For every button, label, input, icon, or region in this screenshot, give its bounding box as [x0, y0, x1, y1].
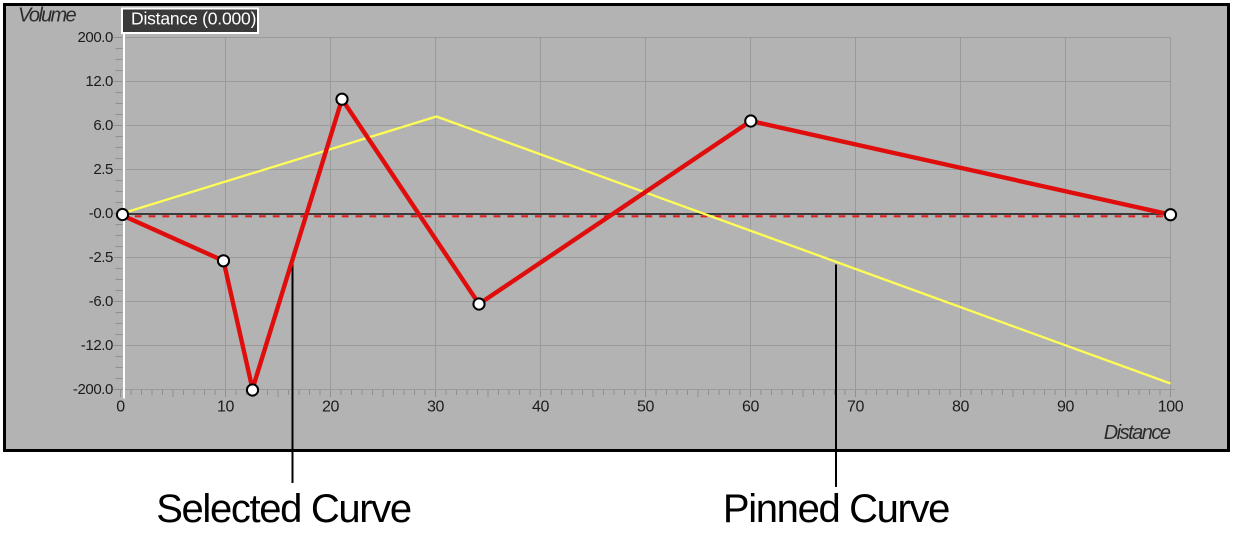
- svg-text:-12.0: -12.0: [81, 337, 113, 354]
- svg-text:-6.0: -6.0: [89, 293, 113, 310]
- svg-text:80: 80: [952, 399, 969, 416]
- svg-text:20: 20: [322, 399, 339, 416]
- svg-text:2.5: 2.5: [93, 161, 113, 178]
- svg-text:Pinned Curve: Pinned Curve: [723, 487, 949, 531]
- svg-text:12.0: 12.0: [85, 73, 113, 90]
- svg-text:Distance: Distance: [1104, 422, 1171, 444]
- svg-text:-2.5: -2.5: [89, 249, 113, 266]
- svg-text:30: 30: [427, 399, 444, 416]
- svg-text:-200.0: -200.0: [73, 381, 113, 398]
- svg-text:70: 70: [847, 399, 864, 416]
- svg-text:60: 60: [742, 399, 759, 416]
- svg-text:Volume: Volume: [18, 5, 76, 27]
- svg-text:40: 40: [532, 399, 549, 416]
- svg-text:90: 90: [1057, 399, 1074, 416]
- svg-text:-0.0: -0.0: [89, 205, 113, 222]
- svg-text:10: 10: [217, 399, 234, 416]
- svg-text:6.0: 6.0: [93, 117, 113, 134]
- svg-text:200.0: 200.0: [77, 29, 113, 46]
- svg-text:100: 100: [1158, 399, 1184, 416]
- svg-text:50: 50: [637, 399, 654, 416]
- svg-text:Distance (0.000): Distance (0.000): [131, 9, 256, 29]
- svg-text:0: 0: [116, 399, 125, 416]
- svg-text:Selected Curve: Selected Curve: [156, 487, 411, 531]
